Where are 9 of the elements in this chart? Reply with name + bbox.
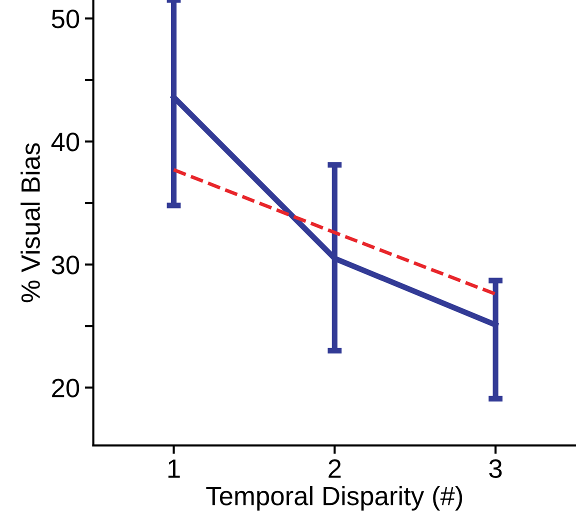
x-axis-title: Temporal Disparity (#) [206, 486, 462, 511]
x-tick-label: 1 [168, 460, 180, 478]
y-tick-label: 30 [52, 256, 80, 274]
x-tick-label: 2 [328, 459, 341, 478]
y-tick-label: 20 [52, 378, 80, 398]
y-tick-label: 40 [51, 132, 80, 152]
y-axis-title: % Visual Bias [20, 143, 40, 302]
x-tick-label: 3 [489, 459, 502, 478]
y-tick-label: 50 [52, 10, 80, 28]
